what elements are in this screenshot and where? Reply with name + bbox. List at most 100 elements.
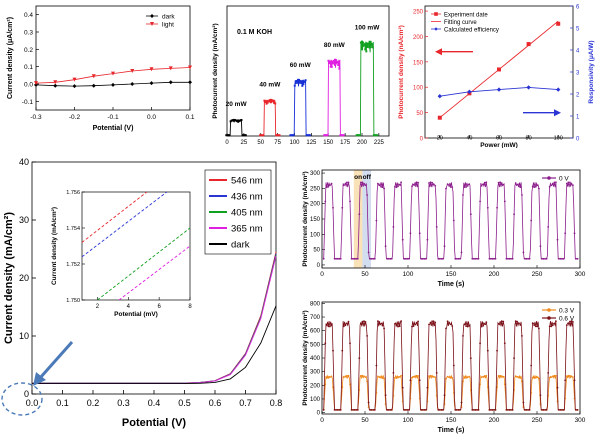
data-point-0.6 V <box>360 322 362 325</box>
data-point-0.6 V <box>460 401 463 404</box>
data-point-0.3 V <box>553 374 556 377</box>
data-point-0.6 V <box>336 409 339 411</box>
chart-d: 0.0 0.1 0.2 0.3 0.4 0.5 0.6 0.7 0.8 0 10 20 30 40 546 … <box>1 157 282 429</box>
data-point-0 V <box>432 183 435 185</box>
data-point-0.3 V <box>500 375 503 377</box>
data-point-0.3 V <box>397 376 399 379</box>
x-tick-label: 300 <box>575 417 586 424</box>
data-point-0 V <box>336 257 339 260</box>
data-point-0 V <box>342 184 345 187</box>
data-point-light <box>111 71 115 76</box>
data-point-0.6 V <box>491 409 494 411</box>
data-point-0 V <box>541 257 543 260</box>
data-point-0.6 V <box>394 323 396 325</box>
data-point-0.3 V <box>483 375 486 377</box>
data-point-0.3 V <box>364 376 367 378</box>
data-point-0.6 V <box>572 321 574 323</box>
pulse-point <box>228 134 231 137</box>
data-point-0.6 V <box>522 401 525 404</box>
data-point-0.3 V <box>517 376 520 379</box>
series-line-0.3 V <box>323 374 578 411</box>
data-point-0.3 V <box>569 374 571 377</box>
data-point-0 V <box>485 181 488 184</box>
data-point-0.3 V <box>349 383 351 386</box>
series-line-dark <box>32 305 277 385</box>
data-point-0.6 V <box>544 409 546 411</box>
data-point-0.6 V <box>352 409 354 411</box>
data-point-0.3 V <box>428 375 430 377</box>
data-point-0.6 V <box>513 357 515 359</box>
data-point-0 V <box>363 182 365 185</box>
legend-marker <box>434 12 438 16</box>
inset-series-436 nm <box>81 191 168 258</box>
pulse-point <box>305 134 308 137</box>
data-point-0 V <box>533 186 536 189</box>
data-point-0.6 V <box>531 322 534 325</box>
data-point-0.6 V <box>466 325 469 328</box>
y-right-tick-label: 5 <box>576 27 580 33</box>
pulse-point <box>339 134 342 137</box>
legend-label: light <box>162 22 174 29</box>
data-point-0.6 V <box>392 372 395 374</box>
pulse-point <box>233 119 236 122</box>
data-point-0.6 V <box>569 320 571 323</box>
x-tick-label: 75 <box>274 140 281 146</box>
x-tick-label: 60 <box>496 136 502 142</box>
data-point-experiment <box>437 115 442 120</box>
data-point-0.6 V <box>432 320 435 323</box>
on-band <box>353 170 363 268</box>
y-tick-label: 20 <box>19 273 29 283</box>
data-point-0 V <box>440 257 443 260</box>
data-point-0 V <box>431 181 433 184</box>
data-point-0.6 V <box>330 324 333 327</box>
data-point-0 V <box>559 257 562 260</box>
data-point-0 V <box>449 186 452 188</box>
inset-x-tick-label: 2 <box>96 304 100 310</box>
data-point-0 V <box>477 257 480 260</box>
data-point-0 V <box>530 219 533 222</box>
data-point-0.6 V <box>425 409 427 411</box>
pulse-point <box>290 134 293 137</box>
y-tick-label: 100 <box>310 232 321 238</box>
data-point-0 V <box>417 181 419 184</box>
data-point-0 V <box>565 182 568 185</box>
data-point-0.3 V <box>342 376 345 378</box>
pulse-point <box>371 46 374 49</box>
data-point-efficiency <box>556 87 561 92</box>
data-point-0 V <box>471 257 474 260</box>
data-point-0.3 V <box>341 386 344 388</box>
pulse-point <box>269 98 272 101</box>
data-point-0 V <box>384 245 387 247</box>
data-point-0 V <box>322 257 325 260</box>
pulse-point <box>325 134 328 137</box>
data-point-0.6 V <box>500 320 503 323</box>
data-point-0 V <box>392 226 395 228</box>
data-point-0 V <box>356 257 359 260</box>
x-tick-label: -0.3 <box>30 114 42 121</box>
pulse-label: 100 mW <box>355 24 380 31</box>
data-point-0.6 V <box>333 409 336 411</box>
data-point-0 V <box>463 186 466 188</box>
x-tick-label: 40 <box>466 136 472 142</box>
pulse-point <box>278 134 281 137</box>
data-point-0.3 V <box>330 375 333 378</box>
pulse-point <box>368 40 371 43</box>
data-point-0.3 V <box>432 375 435 378</box>
legend-label: 0.6 V <box>559 316 575 323</box>
data-point-0 V <box>435 226 438 228</box>
pulse-point <box>230 119 233 122</box>
data-point-0.6 V <box>404 409 407 411</box>
data-point-0.6 V <box>380 322 382 325</box>
data-point-0 V <box>513 213 515 216</box>
pulse-point <box>231 119 234 122</box>
x-tick-label: 0 <box>225 140 229 146</box>
off-label: off <box>363 174 372 181</box>
data-point-0.6 V <box>558 409 560 411</box>
data-point-0 V <box>473 257 475 260</box>
data-point-0.3 V <box>521 380 523 383</box>
data-point-0.6 V <box>547 372 550 374</box>
data-point-0 V <box>426 238 429 241</box>
data-point-0.3 V <box>480 376 483 379</box>
pulse-point <box>335 59 338 62</box>
data-point-0.3 V <box>567 374 570 377</box>
